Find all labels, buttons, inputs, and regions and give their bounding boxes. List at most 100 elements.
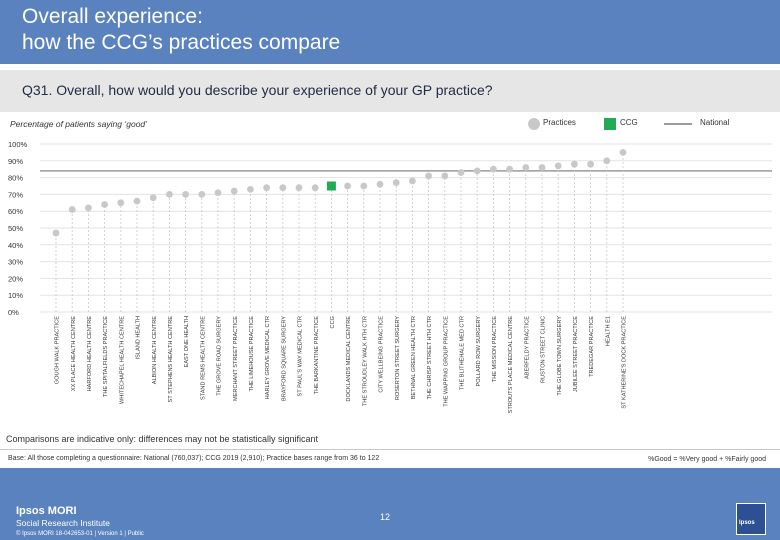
y-tick-label: 30% [8, 258, 23, 267]
practice-marker [522, 164, 530, 171]
x-tick-label: HEALTH E1 [605, 316, 611, 346]
x-tick-label: THE MISSION PRACTICE [492, 316, 498, 382]
footer-meta: © Ipsos MORI 18-042653-01 | Version 1 | … [16, 531, 144, 537]
y-tick-label: 50% [8, 224, 23, 233]
practice-marker [198, 191, 206, 198]
x-tick-label: ST STEPHENS HEALTH CENTRE [168, 316, 174, 403]
practice-marker [279, 184, 287, 192]
ipsos-logo-text: Ipsos [739, 520, 755, 526]
x-tick-label: THE WAPPING GROUP PRACTICE [443, 316, 449, 407]
good-formula: %Good = %Very good + %Fairly good [648, 456, 766, 463]
practice-marker [149, 194, 157, 202]
practice-marker [214, 189, 222, 197]
practice-marker [166, 191, 173, 198]
practice-marker [441, 172, 449, 180]
x-tick-label: POLLARD ROW SURGERY [476, 316, 482, 387]
x-tick-label: RUSTON STREET CLINIC [541, 316, 547, 383]
x-tick-label: THE GROVE ROAD SURGERY [217, 316, 223, 396]
x-tick-label: THE BARKANTINE PRACTICE [314, 316, 320, 395]
practice-marker [344, 182, 351, 190]
practice-marker [587, 160, 594, 168]
y-tick-label: 60% [8, 207, 23, 216]
page-number: 12 [380, 512, 391, 522]
practice-marker [133, 197, 141, 205]
x-tick-label: HARFORD HEALTH CENTRE [87, 316, 93, 392]
y-tick-label: 40% [8, 241, 23, 250]
x-tick-label: JUBILEE STREET PRACTICE [573, 316, 579, 392]
practice-marker [425, 172, 432, 180]
x-tick-label: TREDEGAR PRACTICE [589, 316, 595, 377]
chart-subtitle: Percentage of patients saying ‘good’ [10, 119, 148, 129]
x-tick-label: STROUTS PLACE MEDICAL CENTRE [508, 316, 514, 414]
legend-practices-swatch [528, 118, 540, 130]
x-tick-label: WHITECHAPEL HEALTH CENTRE [119, 316, 125, 404]
legend-national-label: National [700, 118, 730, 127]
x-tick-label: CCG [330, 316, 336, 328]
x-tick-label: CITY WELLBEING PRACTICE [379, 316, 385, 393]
x-tick-label: XX PLACE HEALTH CENTRE [71, 316, 77, 391]
x-tick-label: ABERFELDY PRACTICE [524, 316, 530, 379]
comparison-note: Comparisons are indicative only: differe… [6, 434, 318, 444]
legend-ccg-label: CCG [620, 118, 638, 127]
x-tick-label: THE LIMEHOUSE PRACTICE [249, 316, 255, 392]
x-tick-label: BETHNAL GREEN HEALTH CTR [411, 316, 417, 399]
footer-divider [0, 449, 780, 450]
practice-marker [263, 184, 270, 192]
ccg-marker [326, 181, 336, 191]
practice-marker [554, 162, 562, 170]
x-tick-label: MERCHANT STREET PRACTICE [233, 316, 239, 401]
x-tick-label: HARLEY GROVE MEDICAL CTR [265, 316, 271, 399]
title-line-2: how the CCG’s practices compare [22, 31, 341, 54]
x-tick-label: THE STROUDLEY WALK HTH CTR [362, 316, 368, 406]
x-tick-label: ST PAUL'S WAY MEDICAL CTR [298, 316, 304, 396]
title-line-1: Overall experience: [22, 5, 203, 28]
practice-marker [506, 165, 513, 173]
x-tick-label: THE CHRISP STREET HTH CTR [427, 316, 433, 399]
practice-marker [295, 184, 303, 192]
practice-marker [538, 164, 546, 171]
page-title: Overall experience: how the CCG’s practi… [22, 4, 340, 56]
practice-marker [619, 149, 627, 156]
practice-marker [182, 191, 190, 198]
x-tick-label: ST KATHERINE'S DOCK PRACTICE [622, 316, 628, 409]
practice-marker [68, 206, 76, 213]
practice-marker [117, 199, 125, 207]
x-tick-label: THE SPITALFIELDS PRACTICE [103, 316, 109, 397]
legend-ccg-swatch [604, 118, 616, 130]
practice-marker [101, 201, 108, 208]
x-tick-label: EAST ONE HEALTH [184, 316, 190, 367]
question-bar [0, 70, 780, 112]
base-text: Base: All those completing a questionnai… [8, 455, 380, 462]
x-tick-label: BRAYFORD SQUARE SURGERY [281, 316, 287, 401]
practice-marker [360, 182, 368, 190]
y-tick-label: 20% [8, 274, 23, 283]
practice-marker [409, 177, 416, 185]
brand-name: Ipsos MORI [16, 505, 77, 517]
practice-marker [52, 229, 60, 237]
practice-marker [311, 184, 319, 192]
y-tick-label: 100% [8, 140, 28, 149]
y-tick-label: 0% [8, 308, 19, 317]
y-tick-label: 80% [8, 174, 23, 183]
practice-marker [457, 169, 465, 176]
practice-marker [473, 167, 481, 175]
brand-institute: Social Research Institute [16, 518, 111, 528]
practice-marker [490, 165, 497, 173]
practice-marker [571, 160, 578, 168]
x-tick-label: STAND REMS HEALTH CENTRE [200, 316, 206, 400]
ipsos-logo [736, 503, 766, 535]
x-tick-label: DOCKLANDS MEDICAL CENTRE [346, 316, 352, 402]
x-tick-label: ISLAND HEALTH [136, 316, 142, 359]
practice-marker [392, 179, 400, 187]
practice-marker [376, 180, 384, 188]
x-tick-label: ROSERTON STREET SURGERY [395, 316, 401, 400]
y-tick-label: 90% [8, 157, 23, 166]
x-tick-label: THE GLOBE TOWN SURGERY [557, 316, 563, 396]
practice-marker [230, 187, 238, 195]
y-tick-label: 10% [8, 291, 23, 300]
practice-marker [247, 185, 254, 193]
practice-marker [603, 157, 611, 165]
x-tick-label: ALBION HEALTH CENTRE [152, 316, 158, 385]
question-text: Q31. Overall, how would you describe you… [22, 82, 493, 98]
